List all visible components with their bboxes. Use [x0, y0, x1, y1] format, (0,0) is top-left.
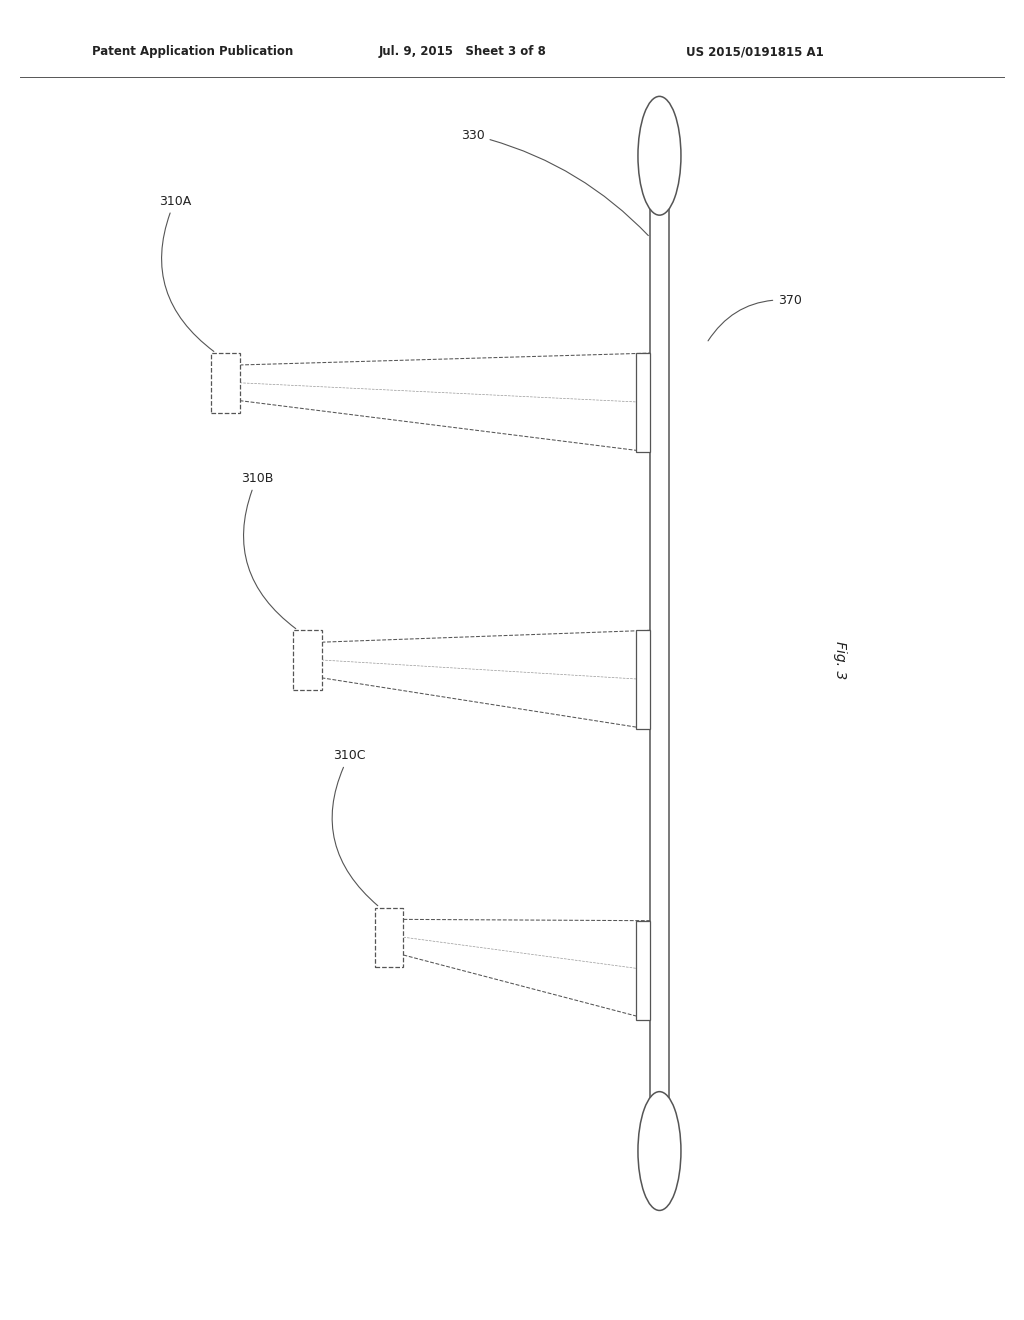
- Ellipse shape: [638, 96, 681, 215]
- Bar: [293, 631, 322, 689]
- Text: 330: 330: [461, 128, 648, 235]
- Text: Jul. 9, 2015   Sheet 3 of 8: Jul. 9, 2015 Sheet 3 of 8: [379, 45, 547, 58]
- Bar: [211, 352, 240, 412]
- Text: 310B: 310B: [241, 471, 296, 628]
- Text: 310C: 310C: [332, 748, 378, 906]
- Bar: [636, 630, 650, 729]
- Bar: [636, 921, 650, 1019]
- Text: Fig. 3: Fig. 3: [833, 642, 847, 678]
- Ellipse shape: [638, 1092, 681, 1210]
- Bar: [636, 354, 650, 451]
- Text: Patent Application Publication: Patent Application Publication: [92, 45, 294, 58]
- Bar: [375, 908, 403, 966]
- Text: 310A: 310A: [159, 194, 214, 351]
- Text: 370: 370: [708, 293, 802, 341]
- Text: US 2015/0191815 A1: US 2015/0191815 A1: [686, 45, 824, 58]
